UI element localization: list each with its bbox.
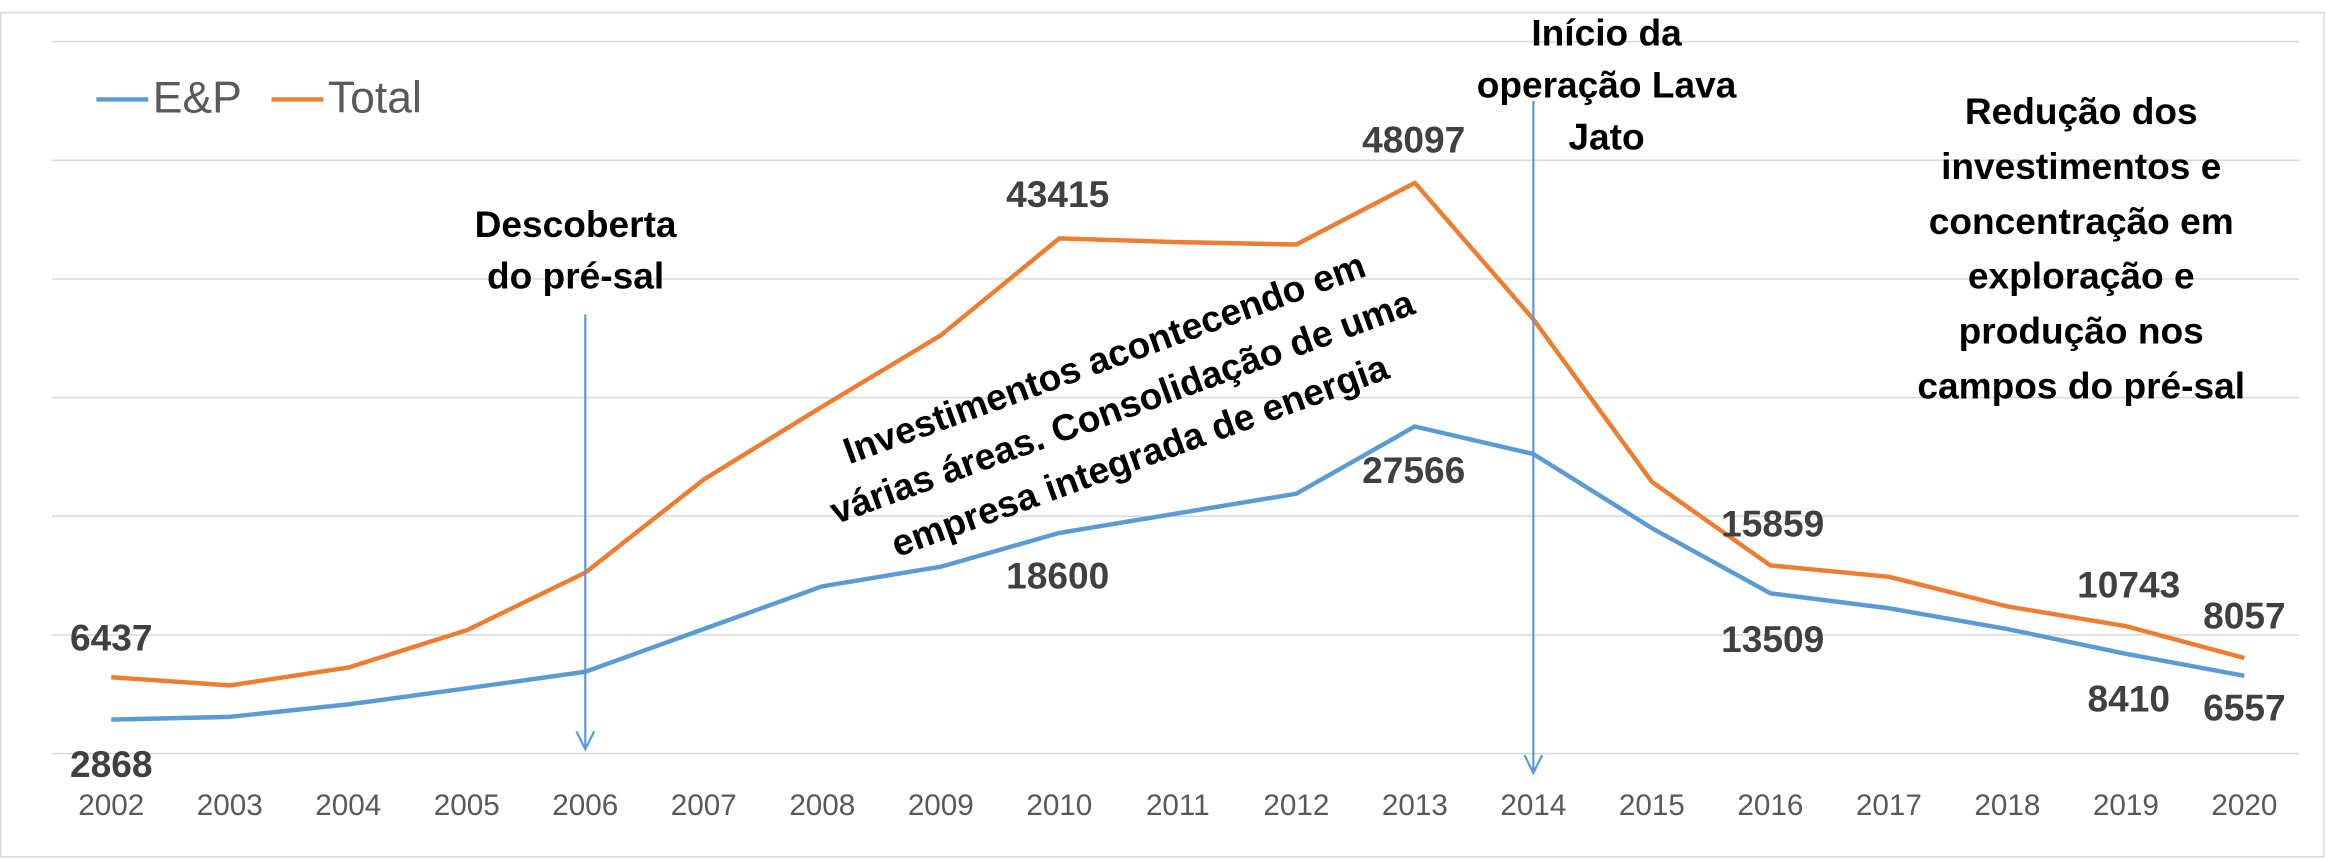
annotation-text: Início da (1531, 11, 1682, 53)
x-tick-label: 2006 (552, 789, 618, 822)
x-tick-label: 2012 (1263, 789, 1329, 822)
x-tick-label: 2018 (1974, 789, 2040, 822)
legend-label: E&P (153, 74, 242, 123)
data-label: 6557 (2203, 686, 2285, 728)
data-label: 43415 (1006, 173, 1109, 215)
x-tick-label: 2017 (1856, 789, 1922, 822)
x-tick-label: 2014 (1500, 789, 1566, 822)
line-series (111, 424, 2245, 722)
annotation-text: produção nos (1959, 310, 2204, 352)
data-label: 8410 (2087, 678, 2169, 720)
x-tick-label: 2003 (197, 789, 263, 822)
data-label: 18600 (1006, 554, 1109, 596)
annotation-text: operação Lava (1477, 63, 1737, 105)
annotation-text: investimentos e (1941, 145, 2221, 187)
x-tick-label: 2013 (1382, 789, 1448, 822)
x-tick-label: 2010 (1026, 789, 1092, 822)
arrow-head (1523, 754, 1544, 776)
legend-label: Total (328, 74, 422, 123)
x-tick-label: 2007 (671, 789, 737, 822)
annotation-text: Descoberta (475, 203, 677, 245)
arrow-head (575, 730, 596, 752)
annotation-text: concentração em (1929, 200, 2234, 242)
data-label: 15859 (1721, 502, 1824, 544)
data-label: 27566 (1362, 449, 1465, 491)
frame (0, 11, 2325, 858)
x-tick-label: 2002 (78, 789, 144, 822)
annotation-text: do pré-sal (487, 255, 664, 297)
x-tick-label: 2011 (1146, 789, 1210, 822)
data-label: 13509 (1721, 618, 1824, 660)
annotation-text: exploração e (1968, 255, 2195, 297)
data-label: 6437 (70, 617, 152, 659)
data-label: 8057 (2203, 594, 2285, 636)
x-tick-label: 2008 (789, 789, 855, 822)
data-label: 48097 (1362, 118, 1465, 160)
annotation-text: Redução dos (1965, 90, 2198, 132)
x-tick-label: 2004 (315, 789, 381, 822)
x-tick-label: 2009 (908, 789, 974, 822)
x-tick-label: 2019 (2093, 789, 2159, 822)
annotation-text: campos do pré-sal (1917, 365, 2245, 407)
line-series (111, 180, 2245, 688)
x-tick-label: 2016 (1737, 789, 1803, 822)
x-tick-label: 2020 (2211, 789, 2277, 822)
data-label: 2868 (70, 743, 152, 785)
data-label: 10743 (2077, 563, 2180, 605)
x-tick-label: 2015 (1619, 789, 1685, 822)
annotation-text: Jato (1568, 115, 1644, 157)
x-tick-label: 2005 (434, 789, 500, 822)
